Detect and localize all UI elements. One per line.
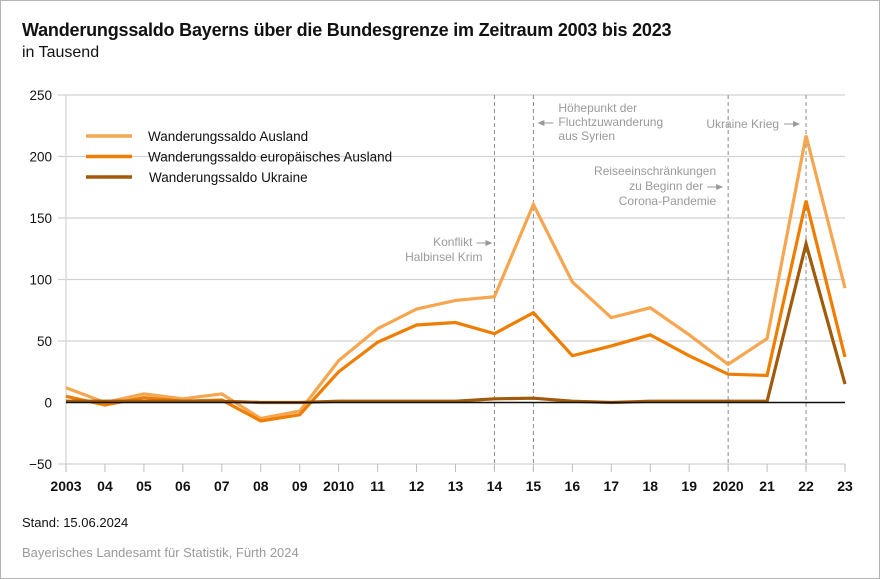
- x-tick-label: 11: [370, 478, 385, 494]
- legend-label: Wanderungssaldo Ausland: [148, 129, 308, 144]
- x-tick-label: 05: [136, 478, 152, 494]
- x-tick-label: 22: [798, 478, 814, 494]
- x-tick-label: 08: [253, 478, 269, 494]
- series-lines: [65, 135, 847, 423]
- arrow-icon: [707, 184, 724, 190]
- x-tick-label: 04: [97, 478, 113, 494]
- annotation-text: Reiseeinschränkungen: [594, 164, 716, 178]
- y-tick-label: 250: [29, 88, 52, 103]
- stand-date: Stand: 15.06.2024: [22, 515, 129, 530]
- x-tick-label: 2003: [50, 478, 81, 494]
- annotation-text: Fluchtzuwanderung: [558, 115, 663, 129]
- x-tick-label: 06: [175, 478, 191, 494]
- legend-label: Wanderungssaldo Ukraine: [149, 170, 308, 185]
- arrow-icon: [784, 121, 801, 127]
- chart-subtitle: in Tausend: [22, 44, 100, 61]
- y-tick-label: 0: [44, 396, 52, 411]
- x-tick-label: 2010: [323, 478, 354, 494]
- annotation-text: Halbinsel Krim: [405, 250, 482, 264]
- x-tick-label: 12: [409, 478, 425, 494]
- annotation-text: zu Beginn der: [629, 179, 703, 193]
- x-tick-label: 18: [642, 478, 658, 494]
- arrow-icon: [476, 240, 493, 246]
- chart-title: Wanderungssaldo Bayerns über die Bundesg…: [22, 20, 672, 40]
- x-tick-label: 13: [448, 478, 464, 494]
- annotation-text: Höhepunkt der: [558, 101, 637, 115]
- x-tick-label: 2020: [713, 478, 744, 494]
- y-tick-label: 150: [29, 211, 52, 226]
- y-tick-label: 50: [37, 334, 52, 349]
- source-note: Bayerisches Landesamt für Statistik, Für…: [22, 545, 299, 560]
- x-tick-label: 21: [759, 478, 775, 494]
- annotation-text: Ukraine Krieg: [706, 117, 779, 131]
- x-tick-label: 14: [487, 478, 503, 494]
- x-tick-label: 15: [526, 478, 542, 494]
- annotation-text: Konflikt: [433, 235, 473, 249]
- x-tick-label: 07: [214, 478, 230, 494]
- legend: Wanderungssaldo Ausland Wanderungssaldo e…: [86, 129, 392, 185]
- arrow-icon: [537, 120, 554, 126]
- x-tick-label: 17: [604, 478, 620, 494]
- y-tick-label: −50: [29, 457, 52, 472]
- y-tick-label: 200: [29, 150, 52, 165]
- x-tick-label: 23: [837, 478, 853, 494]
- axes: −50 0 50 100 150 200 250 2003 04 05 06 07 08 09 2010 11…: [29, 88, 853, 494]
- x-tick-label: 16: [565, 478, 581, 494]
- legend-label: Wanderungssaldo europäisches Ausland: [148, 150, 392, 165]
- annotation-text: aus Syrien: [558, 129, 615, 143]
- grid-lines: [58, 94, 845, 465]
- event-lines: [493, 95, 807, 470]
- y-tick-label: 100: [29, 273, 52, 288]
- x-tick-label: 09: [292, 478, 308, 494]
- series-line-1: [65, 200, 847, 423]
- x-tick-label: 19: [681, 478, 697, 494]
- annotation-text: Corona-Pandemie: [619, 194, 717, 208]
